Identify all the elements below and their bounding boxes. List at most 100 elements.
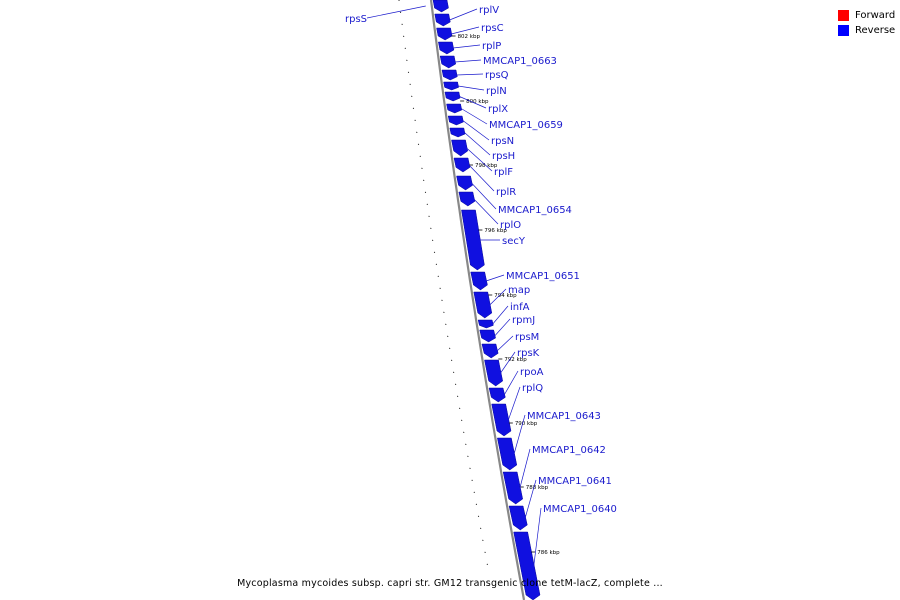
ruler-dot	[423, 179, 425, 181]
ruler-dot	[406, 59, 408, 61]
ruler-dot	[409, 83, 411, 85]
sequence-caption: Mycoplasma mycoides subsp. capri str. GM…	[237, 578, 663, 589]
label-leader-line	[453, 44, 481, 49]
ruler-dot	[426, 203, 428, 205]
gene-label-rplN: rplN	[486, 86, 507, 97]
ruler-dot	[456, 395, 459, 397]
gene-label-rplR: rplR	[496, 187, 516, 198]
label-leader-line	[503, 370, 519, 396]
ruler-dot	[475, 503, 478, 505]
legend-label-reverse: Reverse	[855, 25, 896, 36]
gene-block-rplX	[444, 91, 461, 102]
ruler-dot	[441, 299, 443, 301]
ruler-dot	[471, 479, 473, 481]
gene-label-rpsH: rpsH	[492, 151, 515, 162]
gene-block-MMCAP1_0642	[502, 471, 523, 505]
label-leader-line	[485, 274, 505, 282]
label-leader-line	[513, 414, 526, 455]
ruler-dot	[399, 11, 402, 13]
gene-block-rplR	[453, 157, 471, 173]
ruler-dot	[443, 311, 445, 313]
gene-label-map: map	[508, 285, 530, 296]
ruler-dot	[451, 359, 453, 361]
gene-block-rpoA	[488, 387, 506, 403]
gene-block-MMCAP1_0659	[446, 103, 463, 114]
label-leader-line	[494, 318, 511, 337]
label-leader-line	[471, 182, 497, 210]
ruler-dot	[417, 143, 420, 145]
label-leader-line	[460, 108, 488, 125]
gene-block-MMCAP1_0663	[439, 55, 457, 69]
ruler-dot	[421, 167, 423, 169]
gene-block-secY	[461, 209, 485, 271]
gene-label-rplQ: rplQ	[522, 383, 543, 394]
gene-label-MMCAP1_0643: MMCAP1_0643	[527, 411, 601, 422]
gene-label-rplP: rplP	[482, 41, 501, 52]
label-leader-line	[489, 288, 507, 306]
ruler-dot	[459, 407, 461, 409]
tick-label: 802 kbp	[458, 34, 481, 40]
ruler-dot	[401, 23, 403, 25]
label-leader-line	[459, 96, 487, 109]
gene-block-rpsH	[449, 127, 466, 138]
gene-label-rpsS: rpsS	[345, 14, 367, 25]
gene-block-rplF	[451, 139, 468, 157]
tick-label: 790 kbp	[515, 421, 538, 427]
label-leader-line	[473, 198, 499, 225]
ruler-dot	[482, 539, 484, 541]
gene-block-MMCAP1_0654	[456, 175, 473, 191]
label-leader-line	[464, 132, 491, 156]
gene-block-MMCAP1_0651	[470, 271, 488, 291]
gene-label-MMCAP1_0663: MMCAP1_0663	[483, 56, 557, 67]
gene-label-rplX: rplX	[488, 104, 508, 115]
label-leader-line	[451, 26, 480, 35]
label-leader-line	[524, 479, 537, 519]
gene-block-infA	[477, 319, 494, 329]
gene-label-MMCAP1_0640: MMCAP1_0640	[543, 504, 617, 515]
gene-label-rpsK: rpsK	[517, 348, 540, 359]
ruler-dot	[484, 551, 486, 553]
ruler-dot	[411, 95, 413, 97]
legend: Forward Reverse	[838, 8, 895, 38]
gene-label-rplV: rplV	[479, 5, 499, 16]
gene-label-MMCAP1_0654: MMCAP1_0654	[498, 205, 572, 216]
tick-label: 796 kbp	[484, 228, 507, 234]
gene-label-rplO: rplO	[500, 220, 521, 231]
label-leader-line	[462, 120, 490, 141]
ruler-dot	[477, 515, 480, 517]
legend-label-forward: Forward	[855, 10, 896, 21]
gene-block-rpsN	[447, 115, 464, 126]
backbone	[429, 0, 526, 600]
ruler-dot	[437, 275, 439, 277]
ruler-dot	[430, 227, 432, 229]
gene-label-rpsQ: rpsQ	[485, 70, 509, 81]
gene-label-secY: secY	[502, 236, 526, 247]
gene-block-rpsS	[432, 0, 449, 13]
forward-swatch	[838, 10, 849, 21]
ruler-dot	[412, 107, 415, 109]
ruler-dot	[465, 443, 467, 445]
gene-label-rpoA: rpoA	[520, 367, 544, 378]
gene-label-rpmJ: rpmJ	[512, 315, 535, 326]
label-leader-line	[496, 335, 514, 352]
ruler-dot	[407, 71, 410, 73]
gene-block-MMCAP1_0643	[497, 437, 518, 471]
ruler-dot	[404, 47, 406, 49]
gene-block-rpsM	[481, 343, 499, 359]
gene-label-MMCAP1_0651: MMCAP1_0651	[506, 271, 580, 282]
gene-label-MMCAP1_0641: MMCAP1_0641	[538, 476, 612, 487]
gene-track	[432, 0, 541, 600]
ruler-dot	[454, 383, 457, 385]
gene-label-rplF: rplF	[494, 167, 513, 178]
gene-block-rpmJ	[479, 329, 496, 343]
gene-block-MMCAP1_0641	[508, 505, 528, 531]
ruler-dot	[439, 287, 441, 289]
gene-block-rplP	[438, 41, 455, 55]
reverse-swatch	[838, 25, 849, 36]
label-leader-line	[500, 351, 516, 374]
ruler-dot	[428, 215, 430, 217]
gene-block-rplN	[443, 81, 459, 91]
gene-block-rplV	[434, 13, 451, 27]
gene-label-rpsM: rpsM	[515, 332, 539, 343]
